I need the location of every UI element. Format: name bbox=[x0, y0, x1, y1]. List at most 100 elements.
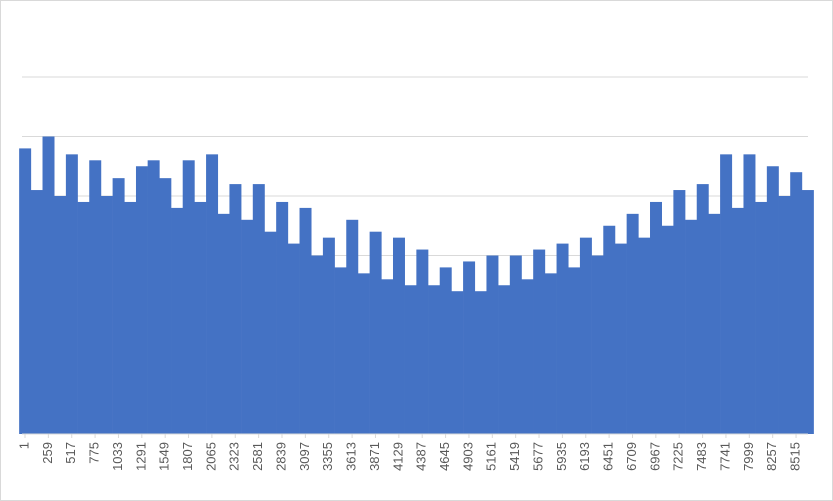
bar bbox=[159, 178, 172, 434]
x-tick-label: 2581 bbox=[250, 442, 265, 471]
x-tick-label: 3613 bbox=[344, 442, 359, 471]
bar bbox=[650, 201, 662, 434]
bar bbox=[790, 172, 803, 434]
x-tick-label: 517 bbox=[63, 442, 78, 464]
bar bbox=[626, 213, 639, 434]
bar bbox=[685, 219, 698, 434]
bar bbox=[322, 237, 335, 434]
x-tick-label: 6451 bbox=[601, 442, 616, 471]
x-tick-label: 5161 bbox=[484, 442, 499, 471]
x-tick-label: 3871 bbox=[367, 442, 382, 471]
bar bbox=[30, 190, 43, 434]
bar bbox=[77, 201, 90, 434]
bar bbox=[533, 249, 546, 434]
x-tick-label: 4387 bbox=[414, 442, 429, 471]
bar bbox=[42, 136, 55, 434]
bar bbox=[217, 213, 230, 434]
bar bbox=[463, 261, 476, 434]
bar bbox=[696, 184, 709, 434]
bar bbox=[498, 285, 511, 434]
bar bbox=[206, 154, 219, 434]
bar bbox=[416, 249, 429, 434]
bar bbox=[614, 243, 627, 434]
bar bbox=[603, 225, 616, 434]
bar bbox=[252, 184, 265, 434]
x-tick-label: 6967 bbox=[647, 442, 662, 471]
x-tick-label: 8515 bbox=[787, 442, 802, 471]
bar bbox=[755, 201, 768, 434]
bar bbox=[392, 237, 405, 434]
bar bbox=[428, 285, 441, 434]
bar bbox=[556, 243, 569, 434]
x-tick-label: 4645 bbox=[437, 442, 452, 471]
x-tick-label: 1549 bbox=[157, 442, 172, 471]
x-tick-label: 6193 bbox=[577, 442, 592, 471]
bar bbox=[509, 255, 522, 434]
bar bbox=[638, 237, 651, 434]
bar bbox=[474, 291, 487, 434]
bar bbox=[194, 201, 207, 434]
x-tick-label: 5935 bbox=[554, 442, 569, 471]
bar bbox=[743, 154, 756, 434]
x-tick-label: 7999 bbox=[741, 442, 756, 471]
bar bbox=[801, 190, 814, 434]
bar bbox=[521, 279, 534, 434]
bar bbox=[65, 154, 78, 434]
x-tick-label: 8257 bbox=[764, 442, 779, 471]
bar bbox=[311, 255, 324, 434]
bar bbox=[241, 219, 254, 434]
x-tick-label: 2065 bbox=[203, 442, 218, 471]
bar bbox=[334, 267, 347, 434]
bar bbox=[147, 160, 160, 435]
bar bbox=[404, 285, 417, 434]
bar bbox=[135, 166, 148, 434]
x-tick-label: 3355 bbox=[320, 442, 335, 471]
x-tick-label: 1807 bbox=[180, 442, 195, 471]
bar bbox=[544, 273, 557, 434]
x-tick-label: 7741 bbox=[717, 442, 732, 471]
bar bbox=[708, 213, 721, 434]
x-tick-label: 7225 bbox=[671, 442, 686, 471]
bar bbox=[357, 273, 370, 434]
bar bbox=[100, 196, 113, 434]
x-tick-label: 1033 bbox=[110, 442, 125, 471]
bar bbox=[287, 243, 300, 434]
x-tick-label: 6709 bbox=[624, 442, 639, 471]
bar bbox=[89, 160, 102, 435]
x-tick-label: 4129 bbox=[390, 442, 405, 471]
bar bbox=[486, 255, 499, 434]
x-tick-label: 259 bbox=[40, 442, 55, 464]
bar bbox=[124, 201, 137, 434]
bar bbox=[369, 231, 382, 434]
x-tick-label: 4903 bbox=[460, 442, 475, 471]
bar bbox=[766, 166, 779, 434]
bar bbox=[182, 160, 195, 435]
x-tick-label: 1 bbox=[16, 442, 31, 449]
bar bbox=[264, 231, 277, 434]
x-tick-label: 775 bbox=[87, 442, 102, 464]
bar bbox=[54, 196, 67, 434]
bar bbox=[171, 207, 184, 434]
bar bbox=[673, 190, 686, 434]
x-tick-label: 3097 bbox=[297, 442, 312, 471]
bar bbox=[299, 207, 312, 434]
x-tick-label: 2839 bbox=[273, 442, 288, 471]
bar bbox=[381, 279, 394, 434]
bar bbox=[568, 267, 581, 434]
bar bbox=[720, 154, 733, 434]
bar bbox=[778, 196, 791, 434]
x-tick-label: 5677 bbox=[530, 442, 545, 471]
bar bbox=[229, 184, 242, 434]
x-tick-label: 7483 bbox=[694, 442, 709, 471]
bar bbox=[112, 178, 125, 434]
bar bbox=[451, 291, 464, 434]
bar bbox=[276, 201, 289, 434]
bar bbox=[591, 255, 604, 434]
x-tick-label: 5419 bbox=[507, 442, 522, 471]
x-tick-label: 1291 bbox=[133, 442, 148, 471]
x-tick-label: 2323 bbox=[227, 442, 242, 471]
bar bbox=[579, 237, 592, 434]
bar bbox=[661, 225, 674, 434]
bar bbox=[439, 267, 452, 434]
